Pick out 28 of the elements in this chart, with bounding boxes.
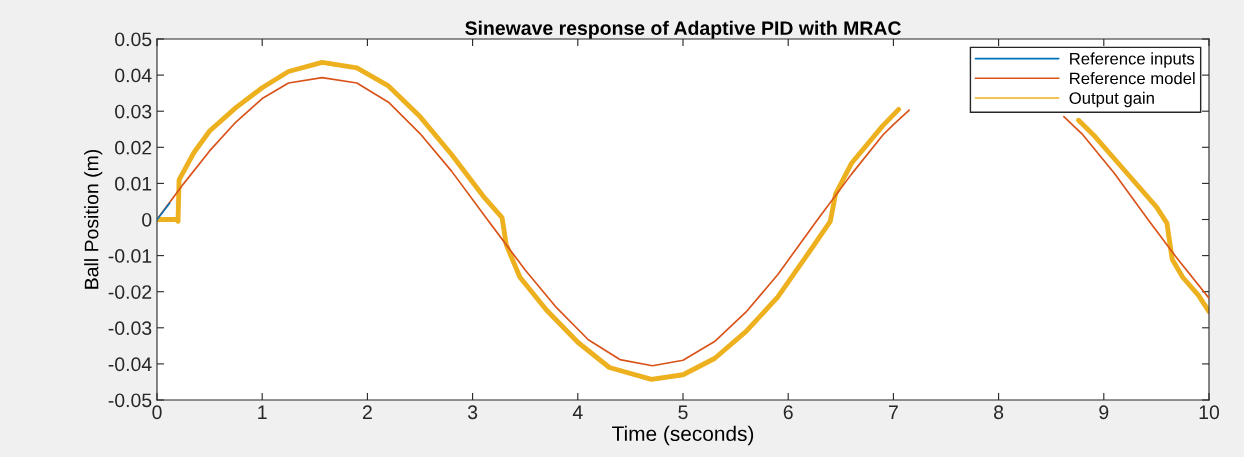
- x-tick-label: 8: [994, 405, 1004, 420]
- chart-title: Sinewave response of Adaptive PID with MRAC: [465, 20, 901, 39]
- x-tick-label: 7: [888, 405, 898, 419]
- x-tick-label: 9: [1099, 405, 1109, 420]
- y-tick-label: 0.01: [115, 176, 152, 191]
- x-tick-label: 6: [783, 405, 793, 420]
- x-tick-label: 5: [678, 405, 688, 420]
- legend-label: Output gain: [1069, 91, 1154, 108]
- y-tick-label: -0.04: [108, 357, 152, 372]
- y-tick-label: 0.05: [115, 32, 152, 47]
- y-tick-label: -0.03: [108, 321, 152, 336]
- legend-label: Reference model: [1070, 72, 1195, 85]
- y-tick-label: 0.04: [115, 68, 152, 83]
- x-axis-title: Time (seconds): [612, 425, 754, 446]
- x-tick-label: 0: [152, 405, 162, 420]
- y-tick-label: -0.05: [108, 393, 152, 408]
- y-tick-label: 0: [142, 212, 152, 227]
- x-tick-label: 10: [1199, 405, 1220, 420]
- legend-label: Reference inputs: [1070, 52, 1195, 68]
- y-tick-label: 0.02: [115, 140, 152, 155]
- x-tick-label: 1: [258, 405, 267, 419]
- x-tick-label: 3: [467, 405, 478, 420]
- x-tick-label: 4: [572, 405, 583, 419]
- y-tick-label: -0.02: [108, 285, 152, 299]
- y-axis-title: Ball Position (m): [84, 149, 103, 289]
- y-tick-label: 0.03: [115, 104, 152, 119]
- x-tick-label: 2: [362, 405, 372, 419]
- y-tick-label: -0.01: [108, 249, 152, 263]
